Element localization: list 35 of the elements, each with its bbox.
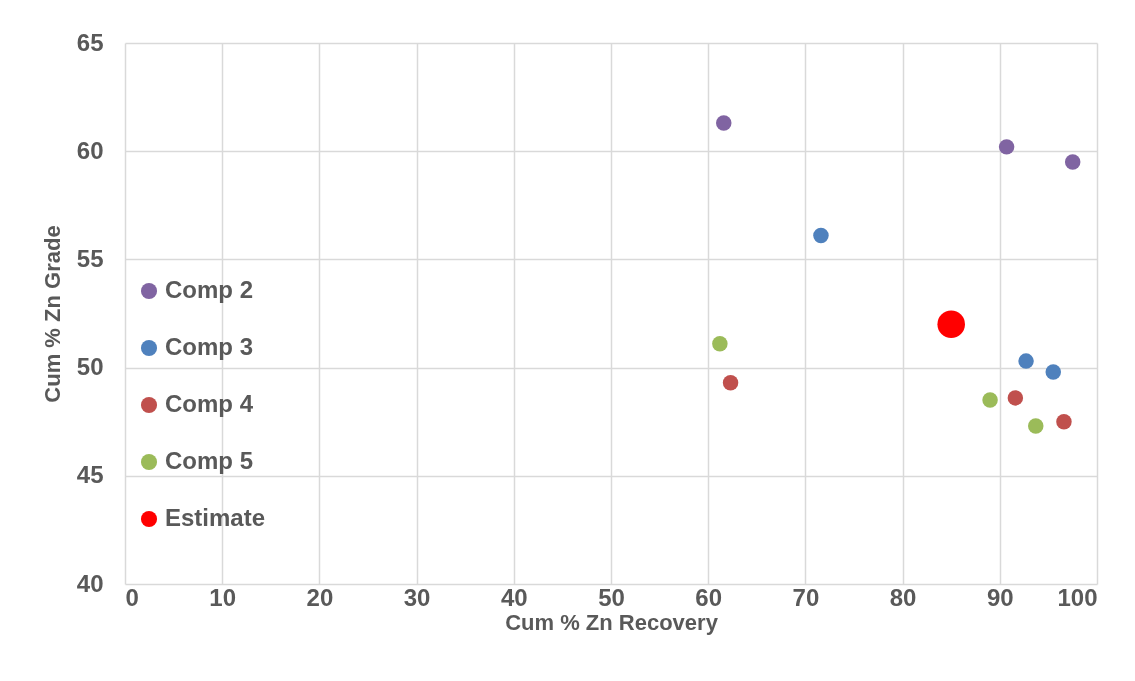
- x-tick-label: 30: [403, 583, 431, 611]
- point: [982, 392, 998, 408]
- point: [716, 115, 732, 131]
- x-tick-label: 20: [306, 583, 334, 611]
- legend-label: Comp 4: [165, 390, 254, 417]
- legend-label: Estimate: [165, 504, 266, 531]
- x-tick-label: 80: [889, 583, 917, 611]
- point: [1045, 364, 1062, 380]
- y-tick-label: 60: [76, 136, 104, 164]
- point: [722, 375, 739, 391]
- point: [1018, 353, 1034, 369]
- x-tick-label: 50: [598, 583, 625, 611]
- point: [998, 139, 1015, 155]
- x-tick-label: 10: [209, 583, 237, 611]
- x-tick-label: 70: [792, 583, 820, 611]
- x-tick-label: 40: [500, 583, 528, 611]
- x-tick-label: 100: [1057, 583, 1098, 611]
- x-axis-title: Cum % Zn Recovery: [505, 609, 719, 635]
- y-axis-title: Cum % Zn Grade: [39, 225, 65, 403]
- y-tick-label: 50: [76, 353, 104, 381]
- point: [1064, 154, 1081, 170]
- y-tick-label: 45: [76, 461, 104, 489]
- y-tick-label: 55: [76, 244, 104, 272]
- x-tick-label: 90: [986, 583, 1014, 611]
- point: [1056, 413, 1072, 430]
- point: [1007, 390, 1024, 406]
- point: [813, 227, 829, 244]
- x-tick-label: 0: [125, 583, 139, 611]
- point: [1028, 418, 1044, 434]
- legend-label: Comp 3: [165, 333, 254, 360]
- x-tick-label: 60: [695, 583, 723, 611]
- legend-label: Comp 5: [165, 447, 254, 474]
- legend-label: Comp 2: [165, 276, 254, 303]
- point: [712, 336, 728, 352]
- y-tick-label: 65: [76, 28, 104, 56]
